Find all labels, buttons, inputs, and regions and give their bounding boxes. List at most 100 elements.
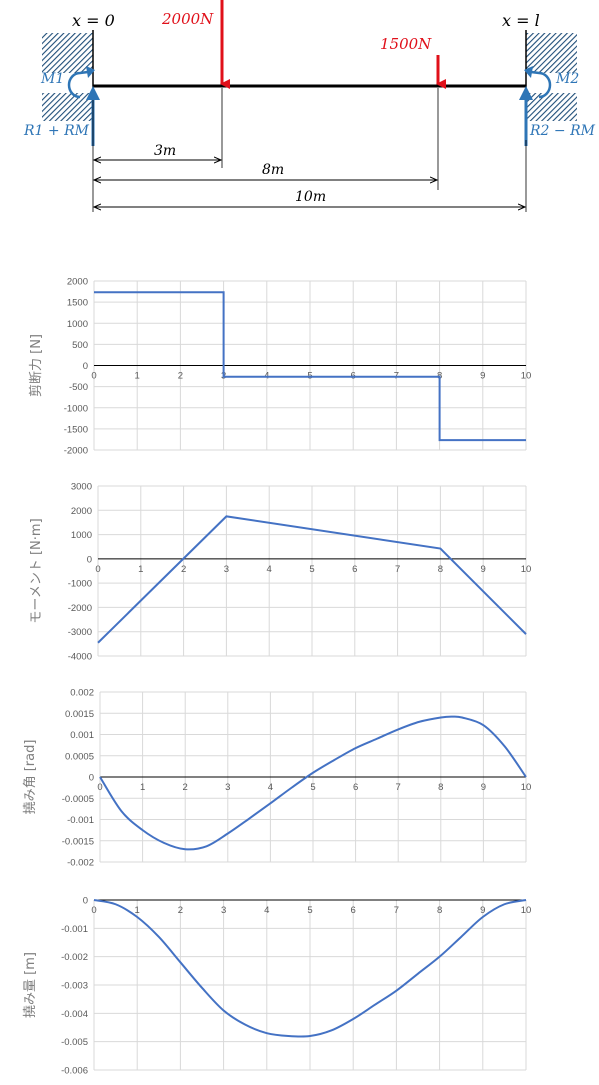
y-tick-label: -0.0015 bbox=[62, 836, 94, 847]
x-tick-label: 10 bbox=[521, 905, 532, 916]
series-line bbox=[94, 291, 526, 442]
y-axis-label: 撓み量 [m] bbox=[23, 952, 38, 1018]
y-tick-label: 2000 bbox=[71, 506, 92, 517]
y-tick-label: 0.0005 bbox=[65, 751, 94, 762]
y-tick-label: -0.005 bbox=[61, 1037, 88, 1048]
x-tick-label: 7 bbox=[396, 782, 401, 793]
y-axis-label: 剪断力 [N] bbox=[28, 334, 44, 397]
series-line bbox=[97, 515, 527, 644]
x-tick-label: 4 bbox=[267, 564, 272, 575]
moment-arc-left bbox=[67, 70, 89, 99]
reaction-arrowhead-right bbox=[519, 86, 533, 100]
x-tick-label: 6 bbox=[353, 782, 358, 793]
moment-arc-right-head bbox=[524, 66, 533, 78]
moment-arc-left-head bbox=[86, 66, 95, 78]
label-load-1: 2000N bbox=[161, 10, 214, 28]
x-tick-label: 10 bbox=[521, 782, 532, 793]
y-tick-label: 1500 bbox=[67, 298, 88, 309]
series-line bbox=[99, 715, 527, 851]
x-tick-label: 6 bbox=[351, 905, 356, 916]
label-dim-8m: 8m bbox=[262, 162, 284, 178]
y-tick-label: -0.003 bbox=[61, 981, 88, 992]
x-tick-label: 1 bbox=[138, 564, 143, 575]
y-tick-label: 0 bbox=[87, 554, 92, 565]
x-tick-label: 8 bbox=[438, 782, 443, 793]
y-tick-label: -500 bbox=[69, 382, 88, 393]
x-tick-label: 3 bbox=[225, 782, 230, 793]
x-tick-label: 0 bbox=[97, 782, 102, 793]
x-tick-label: 5 bbox=[310, 782, 315, 793]
x-tick-label: 10 bbox=[521, 564, 532, 575]
x-tick-label: 1 bbox=[135, 905, 140, 916]
x-tick-label: 4 bbox=[264, 905, 269, 916]
x-tick-label: 4 bbox=[268, 782, 273, 793]
y-tick-label: -1000 bbox=[64, 403, 88, 414]
label-r-left: R1 + RM bbox=[23, 123, 90, 139]
left-wall-lower bbox=[42, 93, 93, 121]
x-tick-label: 2 bbox=[178, 371, 183, 382]
reaction-arrowhead-left bbox=[86, 86, 100, 100]
y-axis-label: モーメント [N·m] bbox=[29, 518, 44, 623]
label-load-2: 1500N bbox=[380, 35, 432, 53]
y-tick-label: -2000 bbox=[68, 603, 92, 614]
x-tick-label: 3 bbox=[224, 564, 229, 575]
y-tick-label: 0 bbox=[83, 361, 88, 372]
right-wall-upper bbox=[526, 33, 577, 73]
x-tick-label: 5 bbox=[309, 564, 314, 575]
x-tick-label: 7 bbox=[394, 905, 399, 916]
y-tick-label: -3000 bbox=[68, 627, 92, 638]
label-dim-10m: 10m bbox=[295, 189, 326, 205]
label-x0: x = 0 bbox=[72, 11, 115, 30]
label-r-right: R2 − RM bbox=[529, 123, 596, 139]
y-tick-label: -0.002 bbox=[67, 858, 94, 869]
y-tick-label: -0.001 bbox=[67, 815, 94, 826]
x-tick-label: 1 bbox=[135, 371, 140, 382]
x-tick-label: 0 bbox=[91, 905, 96, 916]
label-m1: M1 bbox=[40, 71, 64, 87]
chart-3: 0.0020.00150.0010.00050-0.0005-0.001-0.0… bbox=[23, 688, 531, 869]
y-tick-label: -0.001 bbox=[61, 924, 88, 935]
y-tick-label: -2000 bbox=[64, 446, 88, 457]
y-tick-label: 0.001 bbox=[70, 730, 94, 741]
x-tick-label: 6 bbox=[352, 564, 357, 575]
y-tick-label: 0 bbox=[83, 896, 88, 907]
y-tick-label: 1000 bbox=[71, 530, 92, 541]
y-tick-label: 1000 bbox=[67, 319, 88, 330]
y-tick-label: -1500 bbox=[64, 424, 88, 435]
y-tick-label: 0 bbox=[89, 773, 94, 784]
x-tick-label: 1 bbox=[140, 782, 145, 793]
y-tick-label: -1000 bbox=[68, 579, 92, 590]
y-tick-label: -0.004 bbox=[61, 1009, 88, 1020]
right-wall-lower bbox=[526, 93, 577, 121]
x-tick-label: 9 bbox=[481, 782, 486, 793]
x-tick-label: 8 bbox=[437, 905, 442, 916]
y-tick-label: 3000 bbox=[71, 482, 92, 493]
y-tick-label: 2000 bbox=[67, 277, 88, 288]
x-tick-label: 2 bbox=[178, 905, 183, 916]
x-tick-label: 7 bbox=[395, 564, 400, 575]
x-tick-label: 9 bbox=[481, 564, 486, 575]
beam-diagram: x = 0 x = l 2000N 1500N M1 M2 R1 + RM R2… bbox=[23, 0, 596, 212]
y-tick-label: -4000 bbox=[68, 652, 92, 663]
x-tick-label: 9 bbox=[480, 371, 485, 382]
x-tick-label: 8 bbox=[438, 564, 443, 575]
label-dim-3m: 3m bbox=[154, 143, 176, 159]
x-tick-label: 0 bbox=[91, 371, 96, 382]
x-tick-label: 3 bbox=[221, 905, 226, 916]
label-m2: M2 bbox=[555, 71, 579, 87]
x-tick-label: 5 bbox=[307, 905, 312, 916]
y-tick-label: 500 bbox=[72, 340, 88, 351]
x-tick-label: 10 bbox=[521, 371, 532, 382]
x-tick-label: 2 bbox=[183, 782, 188, 793]
series-line bbox=[93, 899, 527, 1038]
y-tick-label: -0.0005 bbox=[62, 794, 94, 805]
y-axis-label: 撓み角 [rad] bbox=[23, 740, 38, 815]
y-tick-label: 0.0015 bbox=[65, 709, 94, 720]
y-tick-label: -0.006 bbox=[61, 1066, 88, 1077]
x-tick-label: 2 bbox=[181, 564, 186, 575]
